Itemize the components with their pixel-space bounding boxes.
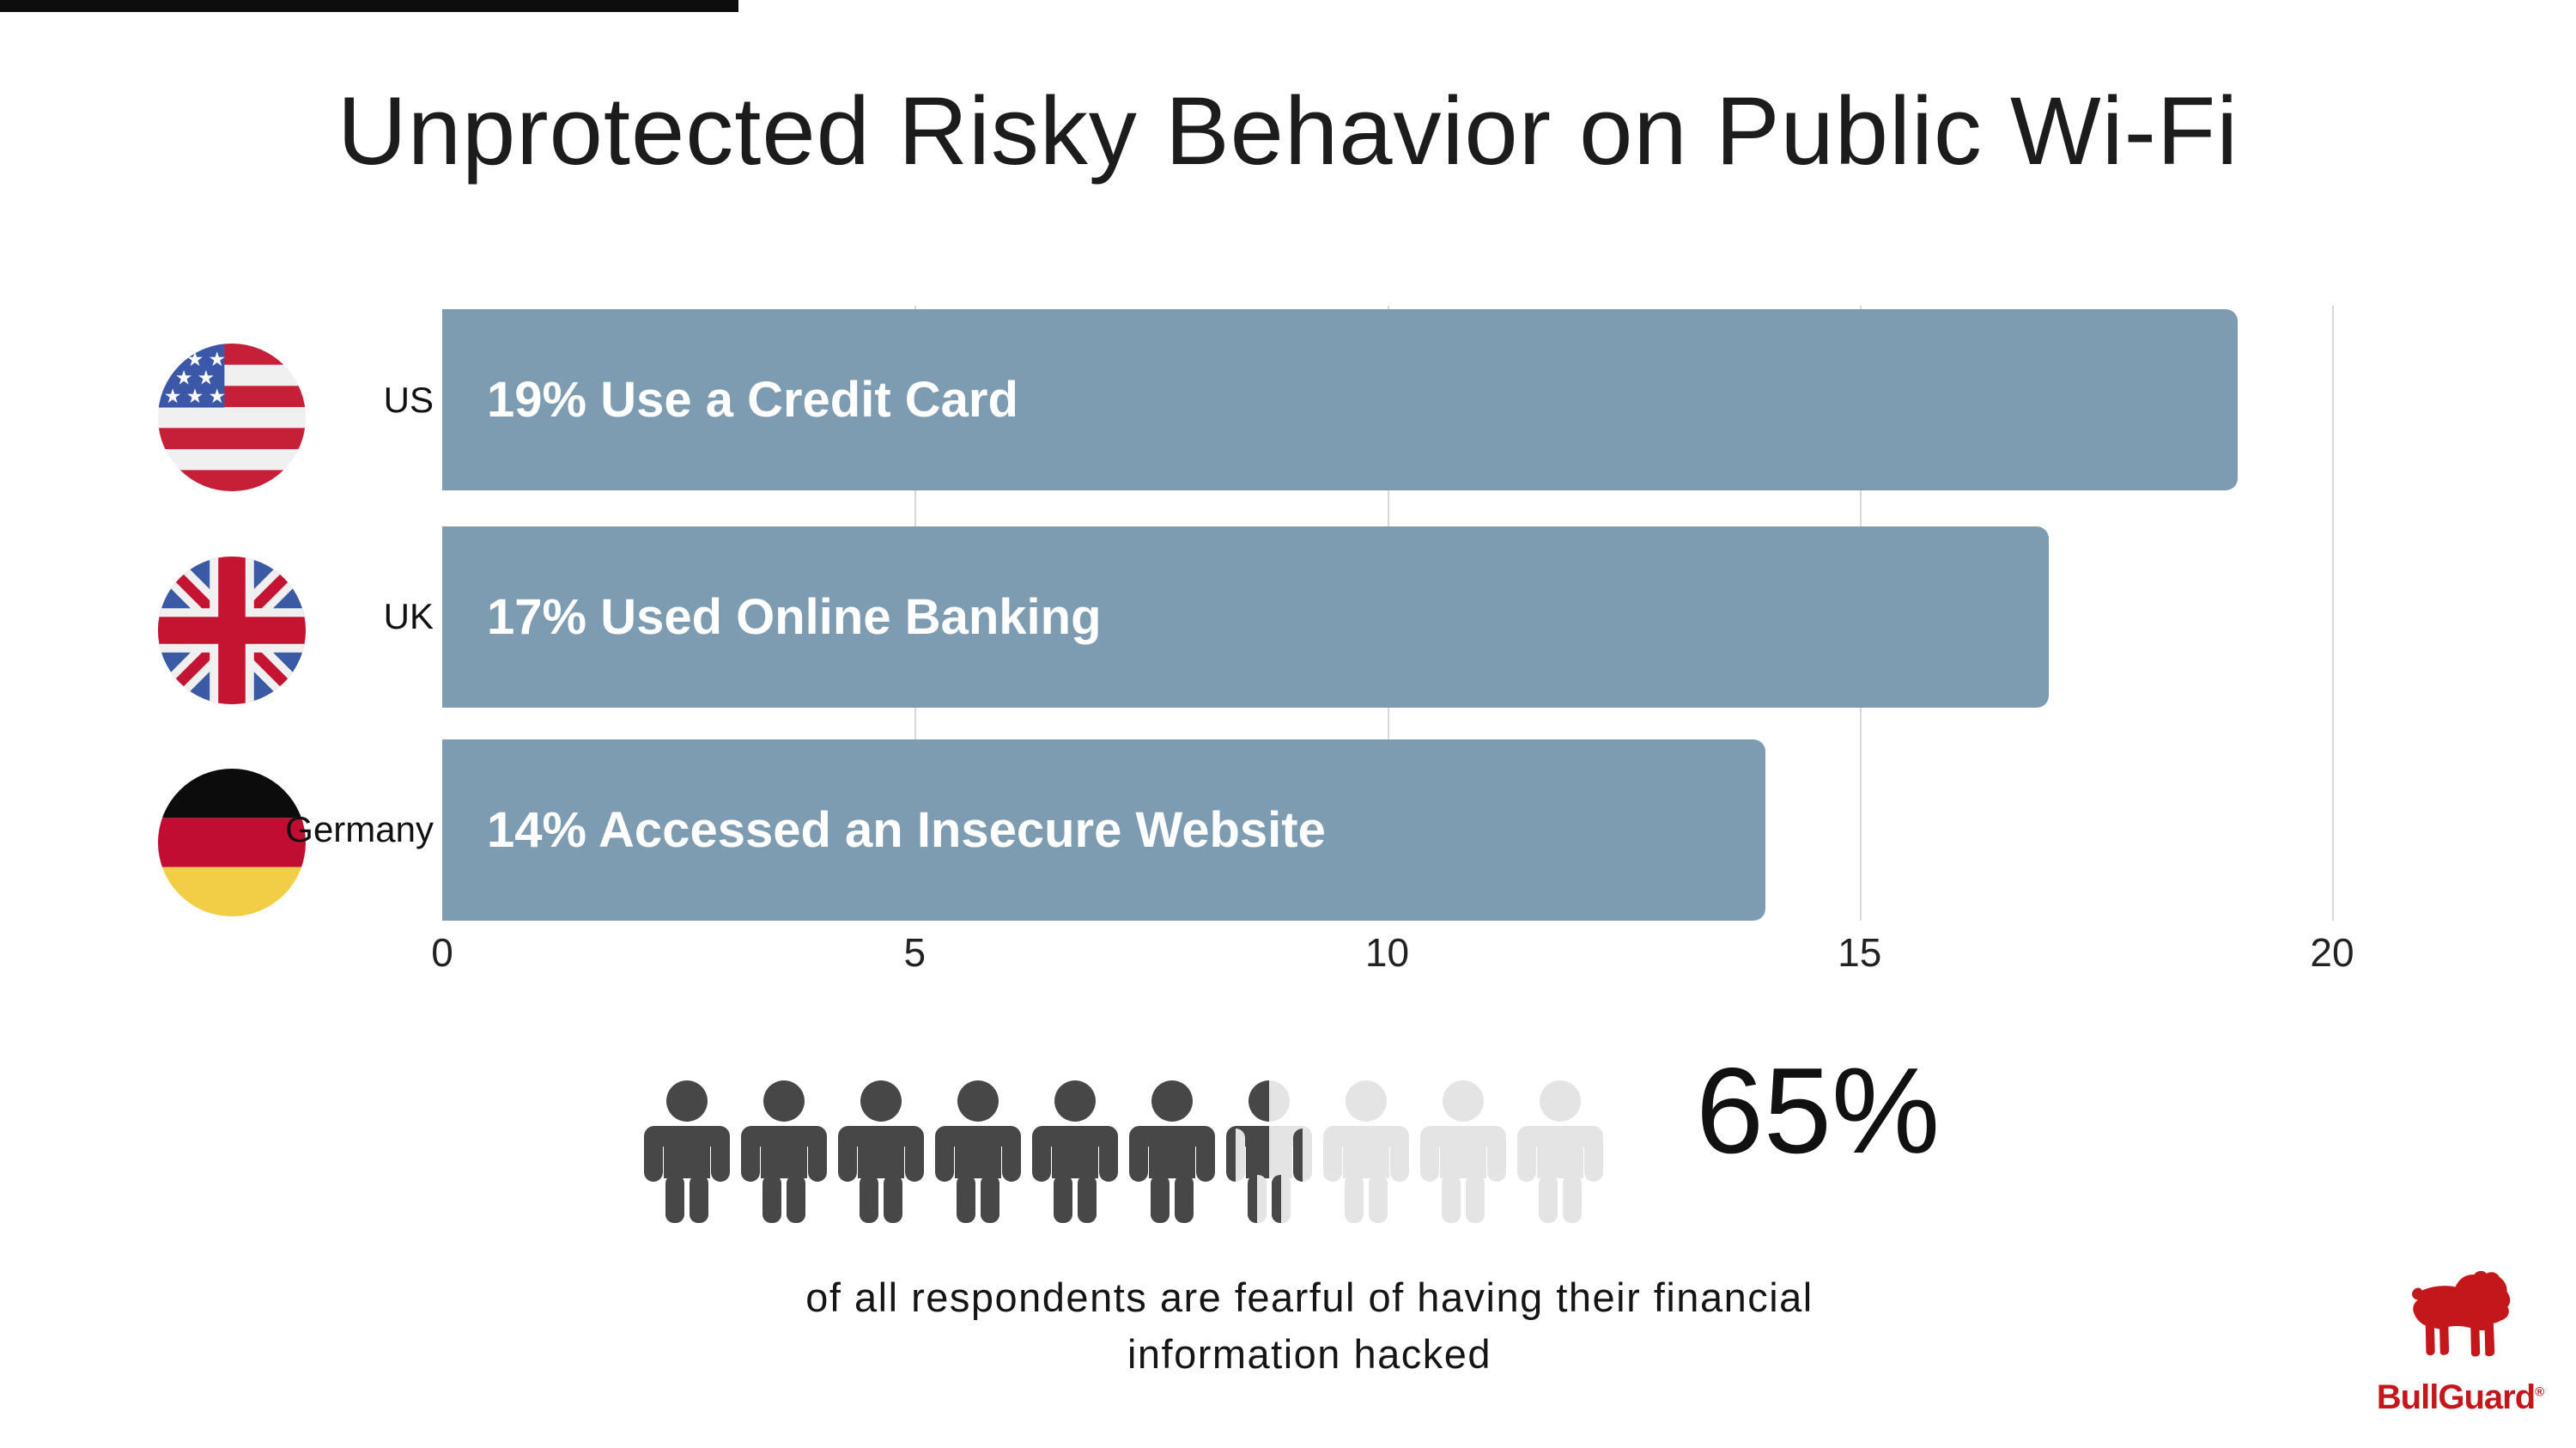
bar-us: 19% Use a Credit Card [442,309,2238,490]
person-icon [838,1080,924,1223]
page-title: Unprotected Risky Behavior on Public Wi-… [337,77,2239,185]
svg-text:★: ★ [209,349,227,371]
x-tick-label: 20 [2310,930,2354,975]
percent-label: 65% [1696,1043,1941,1179]
person-icon [644,1080,730,1223]
registered-mark: ® [2535,1384,2544,1400]
top-strip [0,0,738,12]
svg-text:★: ★ [186,386,204,408]
person-icon [935,1080,1021,1223]
brand-logo: BullGuard® [2361,1264,2559,1417]
person-icon [1226,1080,1312,1223]
bar-germany: 14% Accessed an Insecure Website [442,739,1765,921]
bar-uk: 17% Used Online Banking [442,526,2049,708]
person-icon [1129,1080,1215,1223]
x-tick-label: 0 [431,930,453,975]
row-label-germany: Germany [285,809,434,849]
row-label-uk: UK [383,596,434,636]
germany-flag-icon [158,769,306,916]
caption-line-1: of all respondents are fearful of having… [805,1275,1814,1320]
bar-label-us: 19% Use a Credit Card [487,372,1018,428]
person-icon [741,1080,827,1223]
person-icon [1420,1080,1506,1223]
uk-flag-icon [158,557,306,704]
x-tick-label: 10 [1364,930,1410,975]
bulldog-icon [2411,1270,2511,1357]
svg-text:★: ★ [209,386,227,408]
bar-label-germany: 14% Accessed an Insecure Website [487,802,1326,858]
svg-text:★: ★ [197,367,216,389]
brand-wordmark: BullGuard® [2361,1378,2559,1417]
people-row [642,1079,1613,1226]
us-flag-icon: ★ ★ ★ ★ ★ ★ ★ ★ [158,344,306,491]
x-tick-label: 15 [1838,930,1882,975]
brand-name-text: BullGuard [2376,1378,2536,1416]
caption-line-2: information hacked [1127,1331,1492,1377]
person-icon [1517,1080,1603,1223]
svg-text:★: ★ [164,386,182,408]
gridline [2332,306,2334,921]
person-icon [1323,1080,1409,1223]
svg-text:★: ★ [175,367,193,389]
x-tick-label: 5 [903,930,927,975]
pictograph-caption: of all respondents are fearful of having… [601,1269,2018,1383]
person-icon [1032,1080,1118,1223]
row-label-us: US [383,380,434,420]
bar-label-uk: 17% Used Online Banking [487,589,1102,645]
